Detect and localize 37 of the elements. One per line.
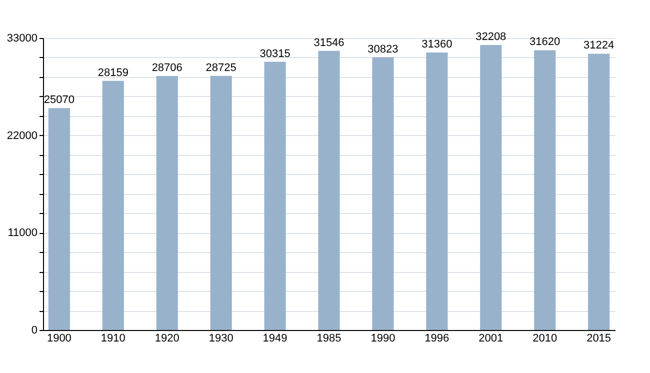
bar (156, 76, 178, 330)
data-label: 28725 (206, 62, 236, 74)
y-tick-label: 11000 (8, 227, 38, 240)
x-tick-label: 2001 (478, 332, 504, 344)
bar (102, 80, 124, 330)
bar (372, 57, 394, 330)
x-tick-label: 1930 (208, 332, 234, 344)
data-label: 25070 (44, 94, 74, 106)
x-tick-label: 1990 (370, 332, 396, 344)
data-label: 28159 (98, 66, 128, 79)
bar (480, 45, 502, 330)
data-label: 31620 (530, 36, 560, 48)
data-label: 30823 (368, 43, 398, 56)
data-label: 31546 (314, 36, 344, 49)
data-label: 32208 (476, 31, 506, 44)
x-tick-label: 1900 (46, 332, 72, 344)
bar (534, 50, 556, 330)
data-label: 28706 (152, 62, 182, 74)
x-tick-label: 2015 (586, 332, 612, 344)
x-tick-label: 1920 (154, 332, 180, 344)
bar (210, 76, 232, 330)
bar (48, 108, 70, 330)
bar (588, 54, 610, 330)
x-tick-label: 2010 (532, 332, 558, 344)
data-label: 31360 (422, 38, 452, 51)
data-label: 30315 (260, 48, 290, 60)
y-tick-label: 22000 (6, 130, 38, 142)
x-tick-label: 1910 (100, 332, 126, 344)
x-tick-label: 1996 (424, 332, 450, 344)
x-tick-label: 1985 (316, 332, 342, 344)
x-tick-label: 1949 (262, 332, 288, 344)
y-tick-label: 33000 (6, 32, 38, 44)
bar (264, 62, 286, 330)
data-label: 31224 (584, 40, 614, 52)
bar (318, 50, 340, 330)
y-tick-label: 0 (31, 324, 38, 336)
bar (426, 52, 448, 330)
